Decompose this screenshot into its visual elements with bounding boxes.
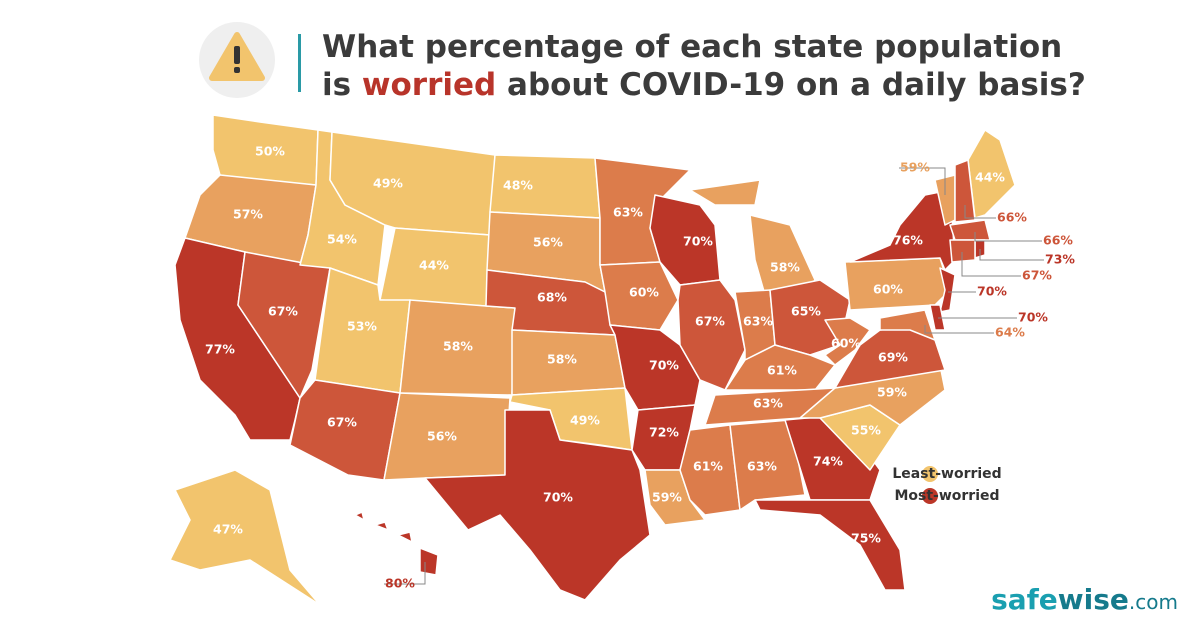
- state-label: 63%: [753, 396, 783, 411]
- state: [834, 324, 946, 389]
- state: [289, 379, 401, 481]
- title-text: about COVID-19 on a daily basis?: [496, 67, 1086, 103]
- state: [949, 219, 991, 241]
- state-label: 75%: [851, 531, 881, 546]
- state-label: 65%: [791, 304, 821, 319]
- state-label: 60%: [629, 285, 659, 300]
- state-label: 76%: [893, 233, 923, 248]
- state-label: 48%: [503, 178, 533, 193]
- state-label: 63%: [747, 459, 777, 474]
- state: [729, 419, 806, 511]
- divider: [298, 34, 301, 92]
- leader-line: [961, 252, 1021, 277]
- state-label: 66%: [1043, 233, 1073, 248]
- state-label: 55%: [851, 423, 881, 438]
- leader-line: [924, 325, 994, 334]
- state-label: 53%: [347, 319, 377, 334]
- state-label: 59%: [652, 490, 682, 505]
- state-label: 47%: [213, 522, 243, 537]
- state: [939, 267, 956, 313]
- state-label: 67%: [695, 314, 725, 329]
- state-label: 44%: [975, 170, 1005, 185]
- state: [949, 239, 976, 263]
- state: [824, 317, 871, 366]
- state: [354, 511, 439, 576]
- state-label: 67%: [268, 304, 298, 319]
- state-label: 70%: [1018, 310, 1048, 325]
- legend-label: Most-worried: [894, 488, 999, 504]
- state-label: 61%: [767, 363, 797, 378]
- warning-dot: [234, 67, 240, 73]
- legend-swatch: [922, 466, 938, 482]
- state: [929, 304, 946, 331]
- state-label: 58%: [547, 352, 577, 367]
- state-label: 59%: [877, 385, 907, 400]
- warning-mark: [234, 46, 240, 64]
- state-label: 50%: [255, 144, 285, 159]
- title-highlight: worried: [361, 67, 497, 103]
- state: [954, 159, 976, 223]
- title: What percentage of each state population…: [322, 28, 1086, 104]
- state-label: 67%: [1022, 268, 1052, 283]
- state-label: 63%: [743, 314, 773, 329]
- state: [754, 499, 906, 591]
- state-label: 60%: [831, 336, 861, 351]
- state-label: 49%: [373, 176, 403, 191]
- title-text: is: [322, 67, 362, 103]
- state-label: 58%: [443, 339, 473, 354]
- legend-label: Least-worried: [892, 466, 1001, 482]
- state: [424, 409, 651, 601]
- state-label: 63%: [613, 205, 643, 220]
- legend-swatch: [922, 488, 938, 504]
- leader-line: [384, 562, 426, 585]
- state-label: 57%: [233, 207, 263, 222]
- state-label: 69%: [878, 350, 908, 365]
- state-label: 77%: [205, 342, 235, 357]
- state-label: 44%: [419, 258, 449, 273]
- state-label: 70%: [543, 490, 573, 505]
- state-label: 58%: [770, 260, 800, 275]
- state-label: 72%: [649, 425, 679, 440]
- state-label: 56%: [427, 429, 457, 444]
- state: [169, 469, 321, 606]
- title-line: is worried about COVID-19 on a daily bas…: [322, 66, 1086, 104]
- state-label: 56%: [533, 235, 563, 250]
- state-label: 64%: [995, 325, 1025, 340]
- state-label: 49%: [570, 413, 600, 428]
- state-label: 80%: [385, 576, 415, 591]
- logo-part: safe: [991, 583, 1058, 616]
- state-label: 70%: [683, 234, 713, 249]
- leader-line: [964, 205, 996, 219]
- state-label: 59%: [900, 160, 930, 175]
- state-label: 66%: [997, 210, 1027, 225]
- logo-part: .com: [1128, 590, 1178, 614]
- state-label: 67%: [327, 415, 357, 430]
- title-line: What percentage of each state population: [322, 29, 1063, 65]
- leader-line: [979, 249, 1044, 261]
- logo: safewise.com: [991, 583, 1178, 616]
- state: [879, 309, 936, 341]
- state-label: 73%: [1045, 252, 1075, 267]
- state: [724, 344, 836, 391]
- state-label: 54%: [327, 232, 357, 247]
- leader-line: [974, 232, 1042, 242]
- state-label: 70%: [977, 284, 1007, 299]
- state-label: 60%: [873, 282, 903, 297]
- leader-line: [899, 167, 946, 195]
- state-label: 68%: [537, 290, 567, 305]
- state-label: 61%: [693, 459, 723, 474]
- state-label: 70%: [649, 358, 679, 373]
- logo-part: wise: [1057, 583, 1129, 616]
- state-label: 74%: [813, 454, 843, 469]
